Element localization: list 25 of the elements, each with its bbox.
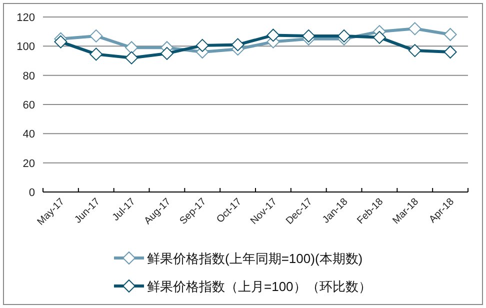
y-tick-label: 100 — [16, 41, 35, 54]
point — [408, 44, 422, 58]
y-tick-label: 20 — [22, 158, 35, 170]
point — [125, 51, 138, 64]
point — [160, 46, 174, 60]
y-tick-label: 40 — [22, 128, 35, 141]
point — [90, 29, 103, 42]
point — [54, 35, 68, 48]
point — [444, 46, 457, 58]
point — [372, 30, 386, 44]
point — [231, 38, 244, 52]
y-tick-label: 60 — [22, 100, 35, 112]
y-tick-label: 0 — [28, 187, 35, 199]
point — [90, 48, 103, 61]
legend-label: 鲜果价格指数（上月=100）（环比数） — [147, 279, 372, 294]
point — [196, 38, 209, 52]
point — [338, 29, 351, 42]
y-tick-label: 80 — [22, 70, 35, 82]
y-tick-label: 120 — [16, 12, 35, 24]
point — [266, 28, 280, 42]
point — [302, 29, 316, 42]
point — [125, 41, 138, 54]
point — [408, 22, 422, 36]
point — [444, 28, 457, 41]
legend-label: 鲜果价格指数(上年同期=100)(本期数) — [147, 251, 363, 266]
